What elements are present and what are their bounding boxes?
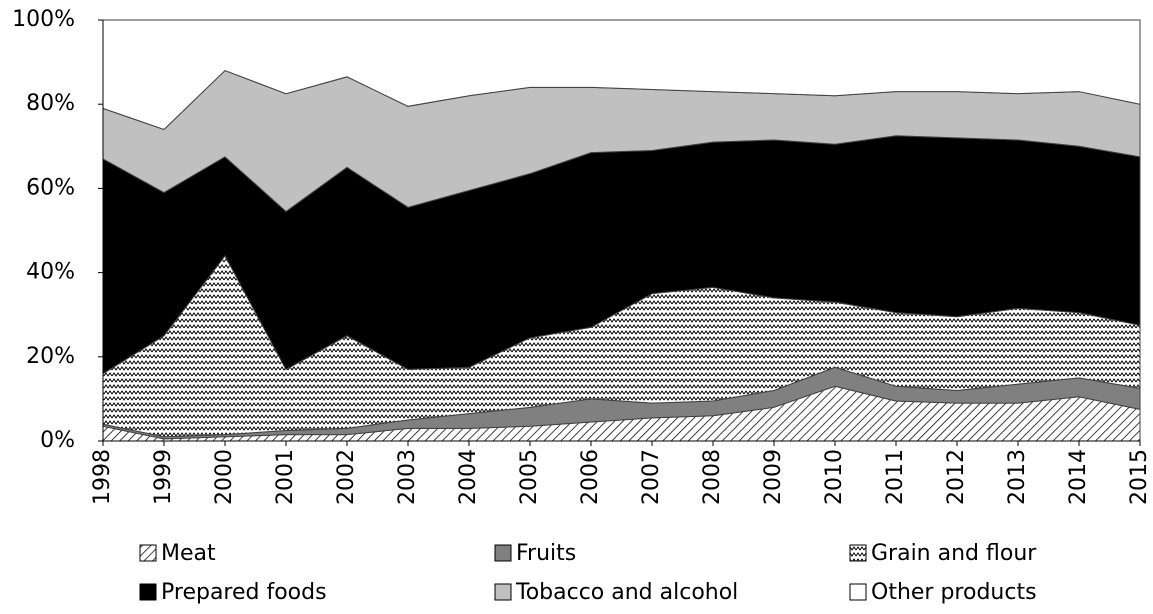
y-tick-label: 60%: [26, 175, 75, 200]
legend-label: Fruits: [516, 541, 576, 566]
legend-label: Grain and flour: [871, 541, 1037, 566]
legend-swatch: [139, 544, 157, 562]
legend-swatch: [494, 583, 512, 601]
x-tick-label: 2008: [700, 449, 725, 505]
x-tick-label: 2005: [517, 449, 542, 505]
x-tick-label: 2012: [944, 449, 969, 505]
x-tick-label: 1999: [151, 449, 176, 505]
legend-swatch: [494, 544, 512, 562]
x-tick-label: 2014: [1066, 449, 1091, 505]
y-tick-label: 0%: [40, 428, 75, 453]
y-tick-label: 20%: [26, 344, 75, 369]
y-tick-label: 80%: [26, 91, 75, 116]
x-tick-label: 2007: [639, 449, 664, 505]
legend-label: Meat: [161, 541, 216, 566]
x-tick-label: 2013: [1005, 449, 1030, 505]
legend-label: Tobacco and alcohol: [515, 580, 738, 605]
x-tick-label: 2015: [1127, 449, 1152, 505]
x-tick-label: 2001: [273, 449, 298, 505]
x-tick-label: 2009: [761, 449, 786, 505]
legend-swatch: [139, 583, 157, 601]
legend-swatch: [849, 583, 867, 601]
y-tick-label: 40%: [26, 260, 75, 285]
x-tick-label: 2003: [395, 449, 420, 505]
legend-label: Prepared foods: [161, 580, 327, 605]
y-tick-label: 100%: [12, 7, 75, 32]
x-tick-label: 2000: [212, 449, 237, 505]
legend-label: Other products: [871, 580, 1037, 605]
area: [102, 19, 1141, 131]
x-tick-label: 1998: [90, 449, 115, 505]
x-tick-label: 2010: [822, 449, 847, 505]
legend-swatch: [849, 544, 867, 562]
x-tick-label: 2002: [334, 449, 359, 505]
x-tick-label: 2004: [456, 449, 481, 505]
x-tick-label: 2006: [578, 449, 603, 505]
x-tick-label: 2011: [883, 449, 908, 505]
